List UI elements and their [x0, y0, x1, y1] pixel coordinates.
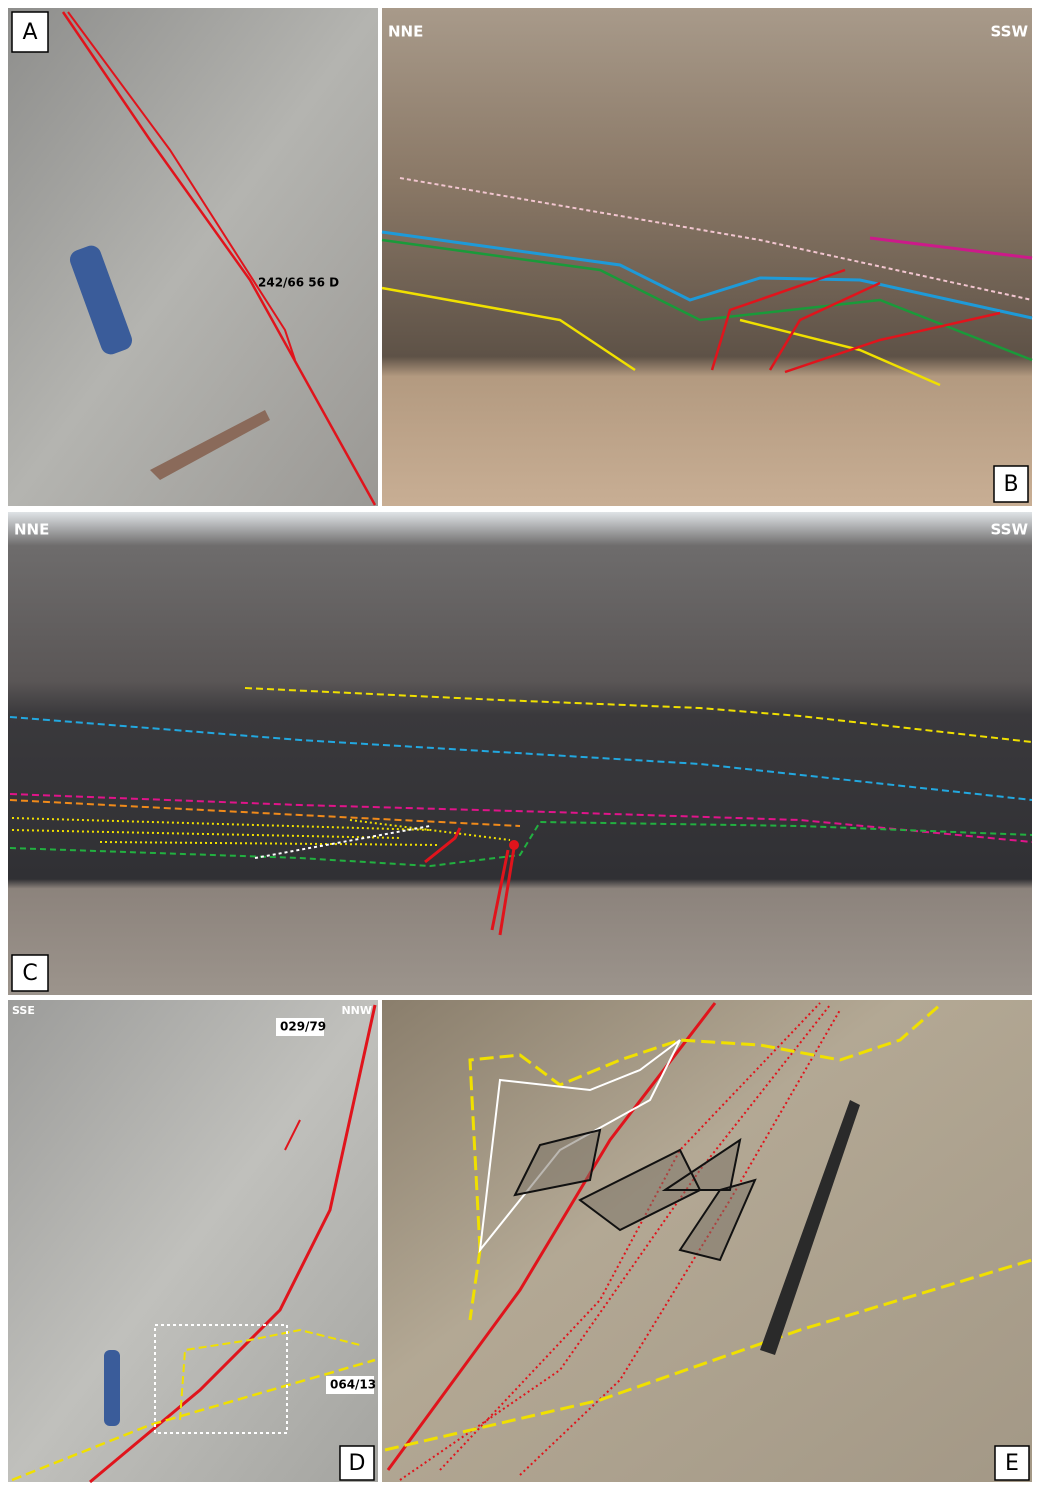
panel-c: NNE SSW C	[8, 512, 1032, 995]
annotation: 029/79	[280, 1020, 326, 1034]
photo-d	[8, 1000, 378, 1482]
orientation: SSE	[12, 1004, 35, 1017]
hammer-handle	[104, 1350, 120, 1426]
photo-a	[8, 8, 378, 506]
fault-tip	[509, 840, 519, 850]
panel-e: E	[382, 1000, 1032, 1482]
orientation: NNE	[14, 521, 49, 539]
orientation: NNE	[388, 23, 423, 41]
photo-b	[382, 8, 1032, 506]
orientation: NNW	[341, 1004, 372, 1017]
panel-a: 242/66 56 D A	[8, 8, 378, 506]
annotation: 242/66 56 D	[258, 276, 339, 290]
panel-d: 029/79 064/13 SSE NNW D	[8, 1000, 378, 1482]
panel-label: A	[22, 20, 37, 45]
panel-b: NNE SSW B	[382, 8, 1032, 506]
annotation: 064/13	[330, 1378, 376, 1392]
orientation: SSW	[991, 23, 1029, 41]
panel-label: B	[1003, 472, 1018, 497]
panel-label: E	[1005, 1451, 1019, 1476]
panel-label: C	[22, 961, 37, 986]
figure: 242/66 56 D A NNE SSW B NNE SSW C	[0, 0, 1037, 1488]
panel-label: D	[349, 1451, 366, 1476]
orientation: SSW	[991, 521, 1029, 539]
